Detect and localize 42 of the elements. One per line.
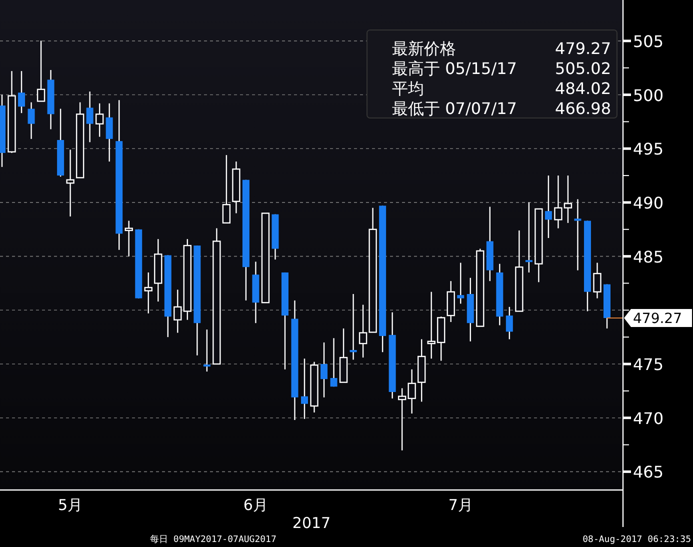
candlestick	[28, 102, 35, 140]
text: 最高于 05/15/17 505.02	[392, 59, 611, 78]
candlestick	[106, 102, 113, 162]
candlestick	[446, 280, 455, 323]
ref-line-label: 479.27	[633, 311, 682, 328]
candlestick	[330, 338, 338, 388]
candlestick	[544, 174, 552, 239]
x-axis-title: 2017	[292, 514, 331, 532]
y-tick-label: 475	[633, 355, 664, 374]
candlestick	[144, 272, 152, 314]
x-tick-label: 7月	[448, 496, 473, 514]
candlestick	[222, 154, 231, 224]
y-tick-label: 465	[633, 462, 664, 482]
candlestick	[36, 40, 46, 102]
x-tick-label: 5月	[58, 496, 83, 514]
candlestick	[301, 358, 308, 420]
candlestick	[203, 328, 210, 372]
candlestick	[593, 262, 602, 299]
candlestick	[18, 70, 26, 114]
text: 平均 484.02	[392, 79, 611, 98]
text: 每日 09MAY2017-07AUG2017	[150, 534, 276, 545]
candlestick	[124, 220, 133, 257]
candlestick	[525, 202, 532, 274]
candlestick	[320, 342, 328, 398]
text: 08-Aug-2017 06:23:35	[582, 535, 691, 545]
text: 最低于 07/07/17 466.98	[392, 99, 611, 118]
y-tick-label: 470	[633, 408, 664, 428]
candlestick	[574, 198, 582, 271]
candlestick	[350, 293, 357, 360]
x-tick-label: 6月	[243, 496, 268, 514]
candlestick	[86, 90, 94, 143]
candlestick	[506, 306, 513, 340]
candlestick	[66, 149, 74, 218]
candlestick	[174, 289, 182, 334]
y-tick-label: 505	[633, 32, 664, 51]
y-tick-label: 490	[633, 193, 664, 212]
y-tick-label: 500	[633, 86, 664, 105]
text: 最新价格 479.27	[392, 39, 611, 58]
candlestick	[95, 102, 104, 138]
candlestick	[457, 262, 464, 304]
y-tick-label: 495	[633, 140, 664, 159]
y-tick-label: 485	[633, 247, 664, 266]
